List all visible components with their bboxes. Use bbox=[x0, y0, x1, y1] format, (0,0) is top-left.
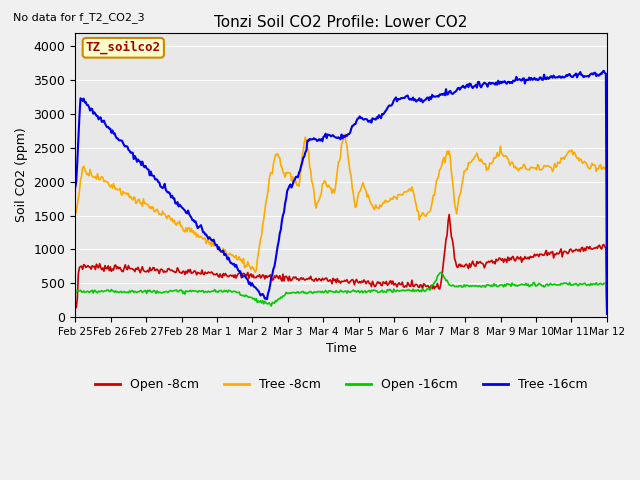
Open -16cm bbox=[71, 288, 79, 294]
Open -16cm bbox=[359, 290, 367, 296]
Tree -16cm bbox=[359, 117, 367, 122]
Tree -16cm bbox=[507, 79, 515, 85]
Open -8cm bbox=[71, 301, 79, 307]
Open -16cm bbox=[591, 281, 599, 287]
Open -16cm bbox=[324, 290, 332, 296]
Tree -16cm bbox=[388, 102, 396, 108]
Open -8cm bbox=[359, 279, 367, 285]
Tree -16cm bbox=[327, 133, 335, 139]
Open -16cm bbox=[388, 288, 396, 294]
Open -16cm bbox=[437, 270, 445, 276]
Y-axis label: Soil CO2 (ppm): Soil CO2 (ppm) bbox=[15, 128, 28, 222]
Tree -8cm bbox=[252, 269, 259, 275]
Text: No data for f_T2_CO2_3: No data for f_T2_CO2_3 bbox=[13, 12, 145, 23]
X-axis label: Time: Time bbox=[326, 342, 356, 356]
Tree -8cm bbox=[390, 193, 397, 199]
Tree -8cm bbox=[603, 167, 611, 172]
Tree -16cm bbox=[603, 311, 611, 317]
Tree -16cm bbox=[324, 132, 332, 137]
Tree -8cm bbox=[509, 161, 517, 167]
Tree -8cm bbox=[341, 132, 349, 137]
Tree -8cm bbox=[71, 203, 79, 208]
Open -8cm bbox=[508, 254, 516, 260]
Tree -8cm bbox=[361, 186, 369, 192]
Tree -8cm bbox=[325, 182, 333, 188]
Line: Tree -16cm: Tree -16cm bbox=[75, 71, 607, 314]
Line: Open -8cm: Open -8cm bbox=[75, 215, 607, 314]
Open -8cm bbox=[603, 311, 611, 317]
Tree -8cm bbox=[328, 191, 336, 196]
Tree -16cm bbox=[590, 70, 598, 76]
Open -8cm bbox=[591, 245, 599, 251]
Legend: Open -8cm, Tree -8cm, Open -16cm, Tree -16cm: Open -8cm, Tree -8cm, Open -16cm, Tree -… bbox=[90, 373, 592, 396]
Open -16cm bbox=[508, 280, 516, 286]
Tree -16cm bbox=[71, 185, 79, 191]
Title: Tonzi Soil CO2 Profile: Lower CO2: Tonzi Soil CO2 Profile: Lower CO2 bbox=[214, 15, 468, 30]
Open -8cm bbox=[388, 281, 396, 287]
Open -16cm bbox=[327, 288, 335, 294]
Open -16cm bbox=[603, 311, 611, 317]
Open -8cm bbox=[324, 278, 332, 284]
Tree -8cm bbox=[593, 168, 600, 174]
Open -8cm bbox=[327, 278, 335, 284]
Tree -16cm bbox=[600, 68, 607, 73]
Line: Tree -8cm: Tree -8cm bbox=[75, 134, 607, 272]
Line: Open -16cm: Open -16cm bbox=[75, 273, 607, 314]
Text: TZ_soilco2: TZ_soilco2 bbox=[86, 41, 161, 55]
Open -8cm bbox=[445, 212, 453, 217]
